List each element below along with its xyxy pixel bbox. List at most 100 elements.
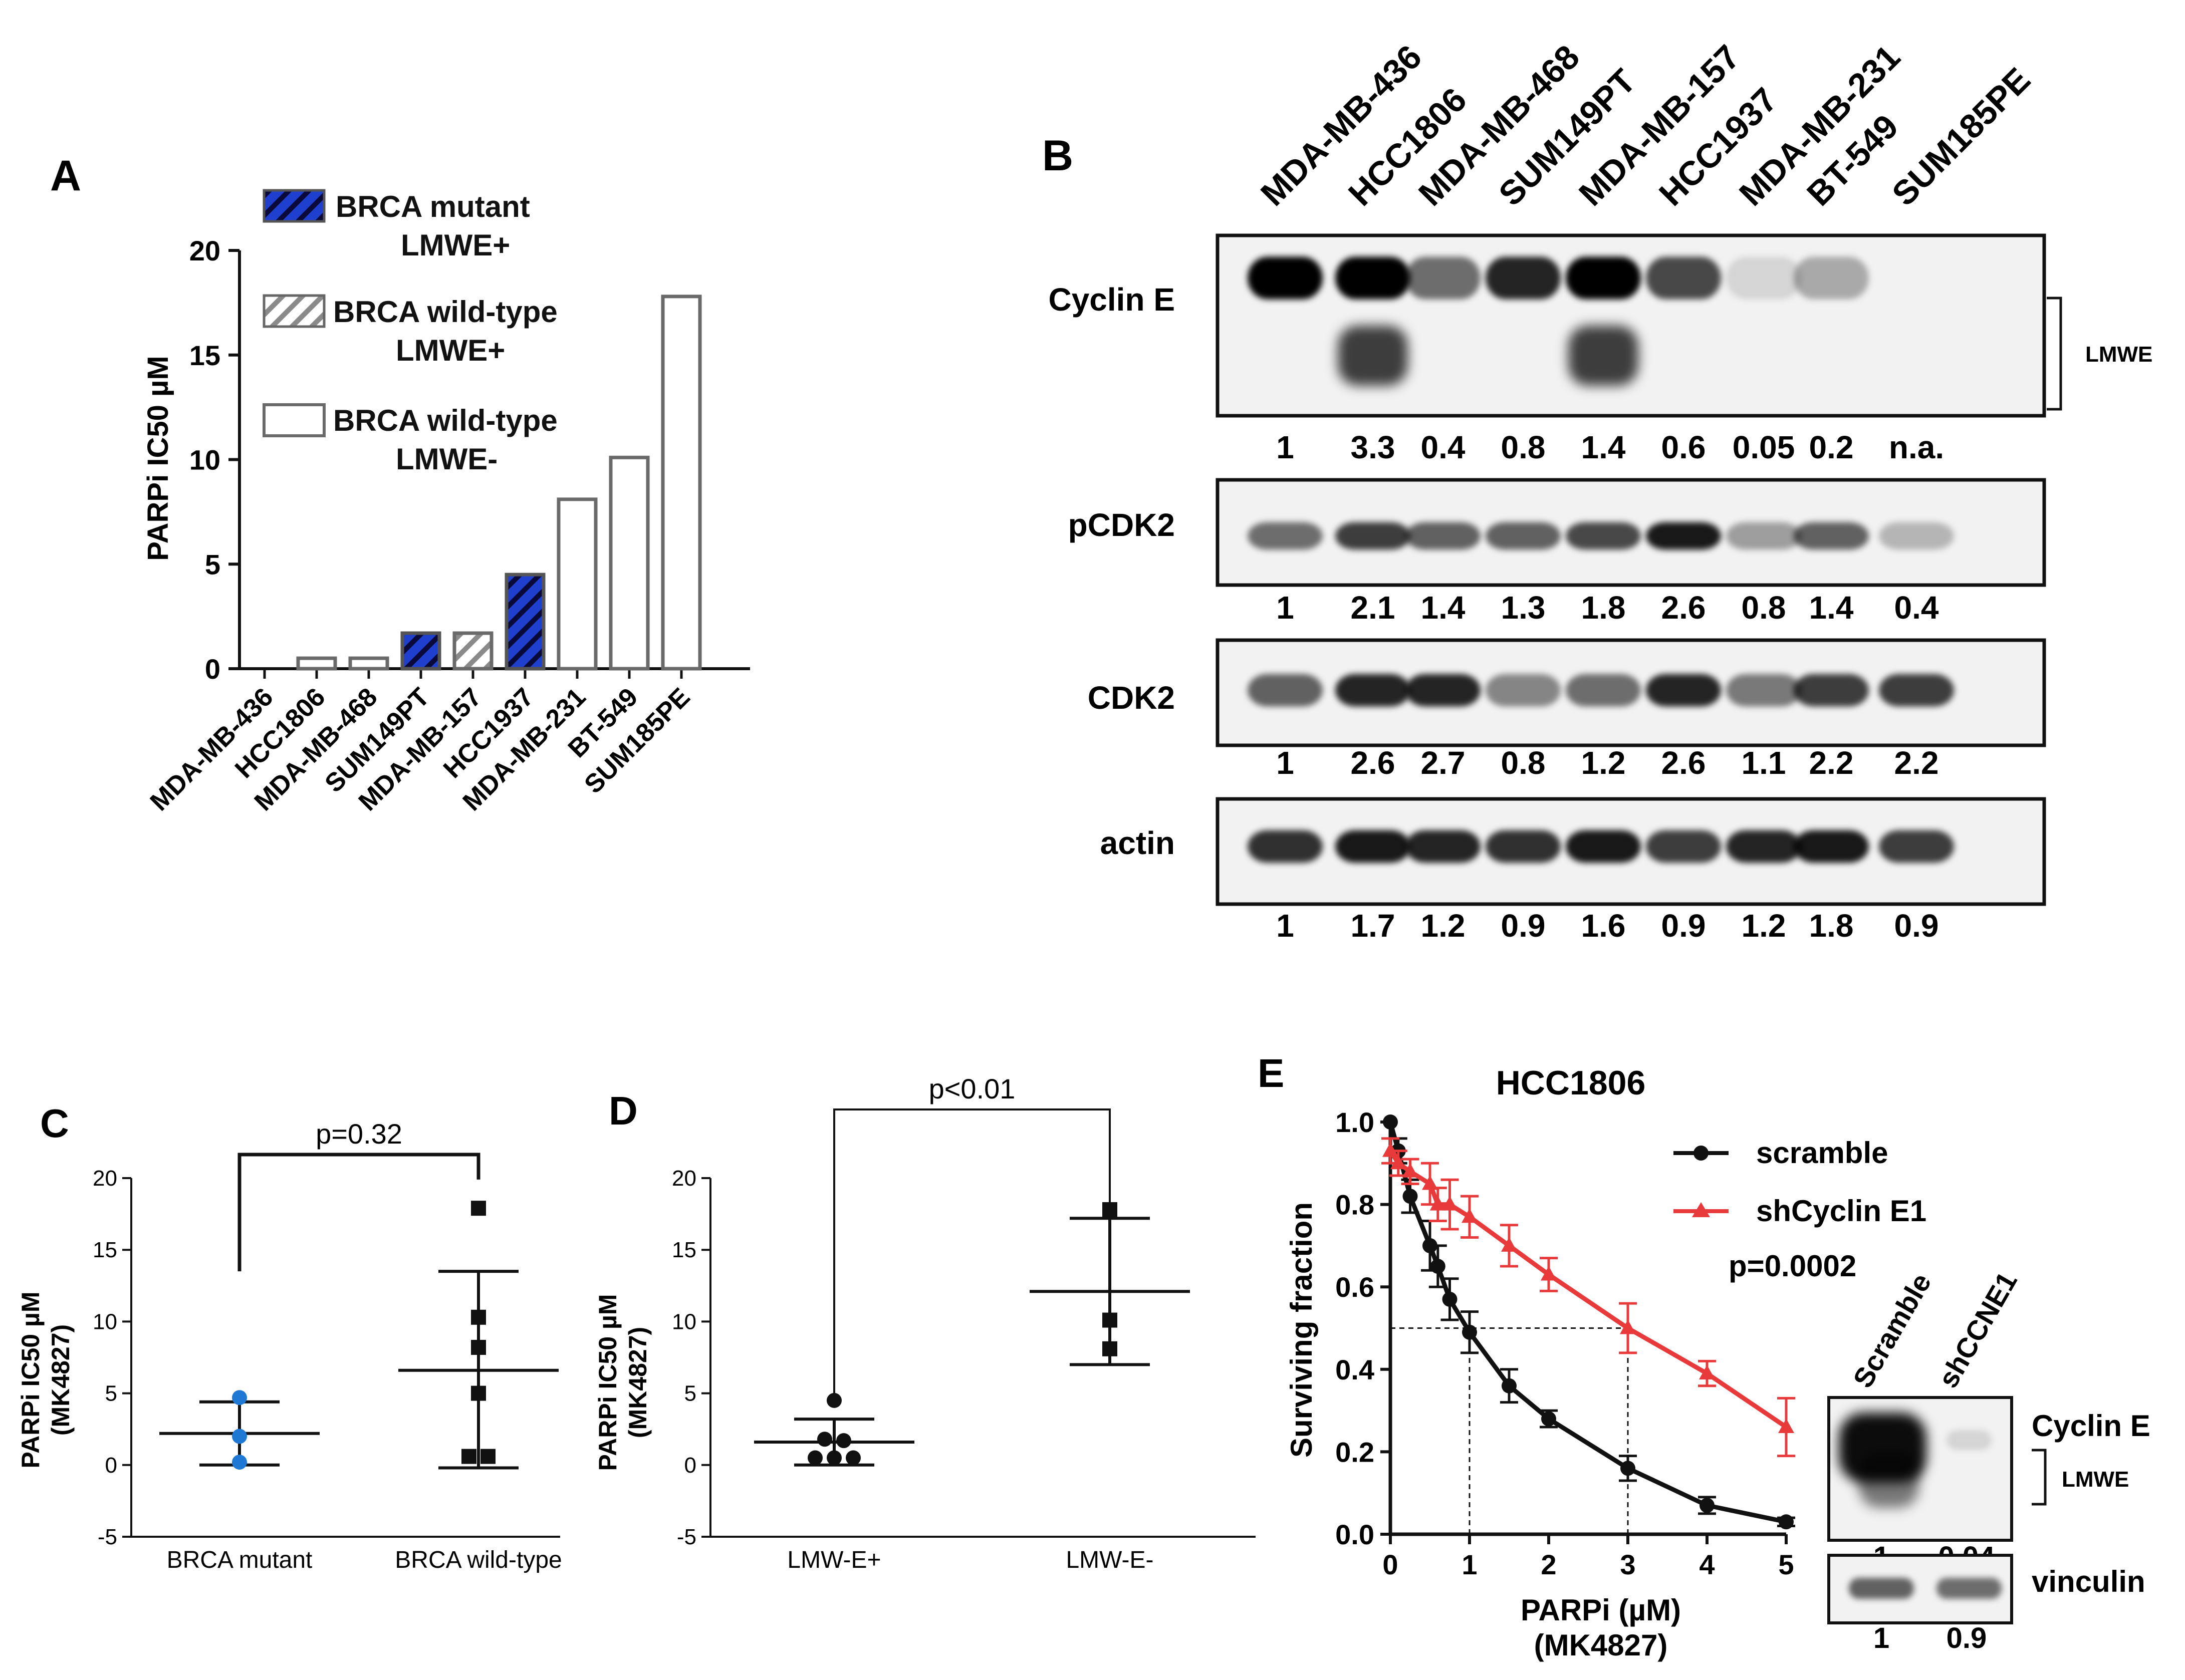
y-tick-label: 15 (189, 340, 220, 371)
p-value: p<0.01 (929, 1073, 1016, 1104)
data-point (1390, 1155, 1406, 1170)
blot-value: 1 (1276, 429, 1294, 465)
blot-value: 1.2 (1421, 908, 1466, 944)
blot-value: 2.1 (1351, 590, 1395, 626)
data-point (1779, 1514, 1794, 1530)
band (1879, 830, 1954, 863)
panel-a-legend: BRCA mutant LMWE+ BRCA wild-type LMWE+ B… (263, 189, 558, 476)
x-tick-label: 2 (1541, 1549, 1556, 1580)
data-point (232, 1455, 247, 1470)
inset-blot-label: Cyclin E (2032, 1409, 2150, 1443)
lmwe-smear (1568, 326, 1638, 386)
panel-b: B MDA-MB-436HCC1806MDA-MB-468SUM149PTMDA… (1042, 38, 2152, 944)
y-tick-label: 5 (684, 1381, 696, 1406)
band (1486, 522, 1561, 550)
blot-value: 1 (1276, 590, 1294, 626)
lmwe-label: LMWE (2062, 1467, 2129, 1492)
blot-label: Cyclin E (1048, 282, 1175, 318)
blot-value: 0.8 (1501, 429, 1546, 465)
band (1859, 1453, 1919, 1508)
y-tick-label: 20 (189, 235, 220, 266)
band (1248, 674, 1323, 707)
blot-value: 0.4 (1421, 429, 1466, 465)
bar (452, 631, 494, 671)
data-point (1700, 1498, 1715, 1513)
panel-d-ylabel: PARPi IC50 µM (594, 1294, 622, 1471)
blot-cyclin-e: Cyclin E 1 3.3 0.4 0.8 1.4 0.6 0.05 0.2 n.a. (1048, 233, 2046, 465)
blot-value: 0.9 (1661, 908, 1706, 944)
legend-label: BRCA wild-type (333, 295, 558, 329)
lane-label: SUM185PE (1885, 61, 2038, 213)
data-point (471, 1309, 486, 1325)
band (1947, 1430, 1992, 1450)
band (1646, 830, 1721, 863)
data-point (1778, 1419, 1794, 1434)
panel-b-blots: Cyclin E 1 3.3 0.4 0.8 1.4 0.6 0.05 0.2 n.a. pCDK2… (1048, 233, 2046, 944)
data-point (827, 1450, 842, 1466)
inset-blot-value: 1 (1873, 1622, 1889, 1654)
blot-value: 2.6 (1351, 745, 1395, 781)
blot-value: 0.9 (1501, 908, 1546, 944)
data-point (1699, 1365, 1715, 1380)
blot-value: 2.2 (1809, 745, 1854, 781)
data-point (817, 1432, 832, 1447)
blot-value: 0.4 (1894, 590, 1939, 626)
y-tick-label: 0 (684, 1453, 696, 1478)
panel-a: A PARPi IC50 µM 05101520MDA-MB-436HCC180… (50, 152, 750, 816)
data-point (1462, 1324, 1477, 1340)
data-point (808, 1450, 823, 1466)
band (1794, 830, 1869, 863)
inset-blot-label: vinculin (2032, 1565, 2145, 1598)
panel-a-bars (296, 295, 702, 671)
legend-label: BRCA wild-type (333, 404, 558, 437)
data-point (1620, 1319, 1636, 1334)
data-point (232, 1390, 247, 1406)
legend-label-shcyclin: shCyclin E1 (1756, 1194, 1926, 1228)
blot-actin: actin 1 1.7 1.2 0.9 1.6 0.9 1.2 1.8 0.9 (1100, 797, 2046, 944)
panel-d-plot: -5 0 5 10 15 20 LMW-E+ LMW-E-p<0.01 (672, 1073, 1256, 1573)
bar (557, 497, 598, 671)
lmwe-label: LMWE (2085, 342, 2152, 367)
significance-bracket (237, 1153, 480, 1272)
blot-value: 0.2 (1809, 429, 1854, 465)
band (1405, 522, 1481, 550)
bar (296, 656, 337, 671)
band (1405, 830, 1481, 863)
legend-swatch-brca-wt-lmwe-pos (263, 294, 326, 328)
y-tick-label: 0.2 (1335, 1436, 1374, 1468)
blot-value: 1 (1276, 908, 1294, 944)
blot-cdk2: CDK2 1 2.6 2.7 0.8 1.2 2.6 1.1 2.2 2.2 (1088, 638, 2046, 781)
bar (661, 295, 702, 671)
band (1486, 256, 1561, 300)
band (1646, 522, 1721, 550)
data-point (1402, 1163, 1418, 1178)
band (1405, 674, 1481, 707)
band (1248, 256, 1323, 300)
blot-label: CDK2 (1088, 680, 1175, 716)
bar (400, 631, 441, 671)
legend-label: LMWE+ (401, 228, 510, 262)
band (1335, 674, 1410, 707)
legend-label: LMWE+ (396, 334, 505, 367)
x-tick-label: 4 (1699, 1549, 1715, 1580)
blot-label: pCDK2 (1068, 507, 1175, 543)
panel-e-plot: 0.0 0.2 0.4 0.6 0.8 1.0 0 1 2 3 4 5 (1335, 1106, 1795, 1580)
blot-value: 2.6 (1661, 745, 1706, 781)
band (1405, 256, 1481, 300)
inset-blot-value: 0.9 (1947, 1622, 1987, 1654)
band (1566, 522, 1641, 550)
panel-e-letter: E (1258, 1051, 1284, 1095)
blot-value: 1.2 (1581, 745, 1626, 781)
blot-value: 1.4 (1809, 590, 1854, 626)
blot-value: 0.9 (1894, 908, 1939, 944)
legend-swatch-brca-mutant (263, 189, 326, 223)
lmwe-bracket (2032, 1449, 2047, 1506)
band (1566, 674, 1641, 707)
data-point (1462, 1208, 1478, 1223)
data-point (1102, 1312, 1117, 1328)
x-tick-label: 1 (1462, 1549, 1477, 1580)
data-point (461, 1449, 476, 1464)
x-category-label: BRCA mutant (167, 1547, 313, 1573)
panel-e-legend: scramble shCyclin E1 p=0.0002 (1673, 1136, 1926, 1283)
band (1646, 674, 1721, 707)
